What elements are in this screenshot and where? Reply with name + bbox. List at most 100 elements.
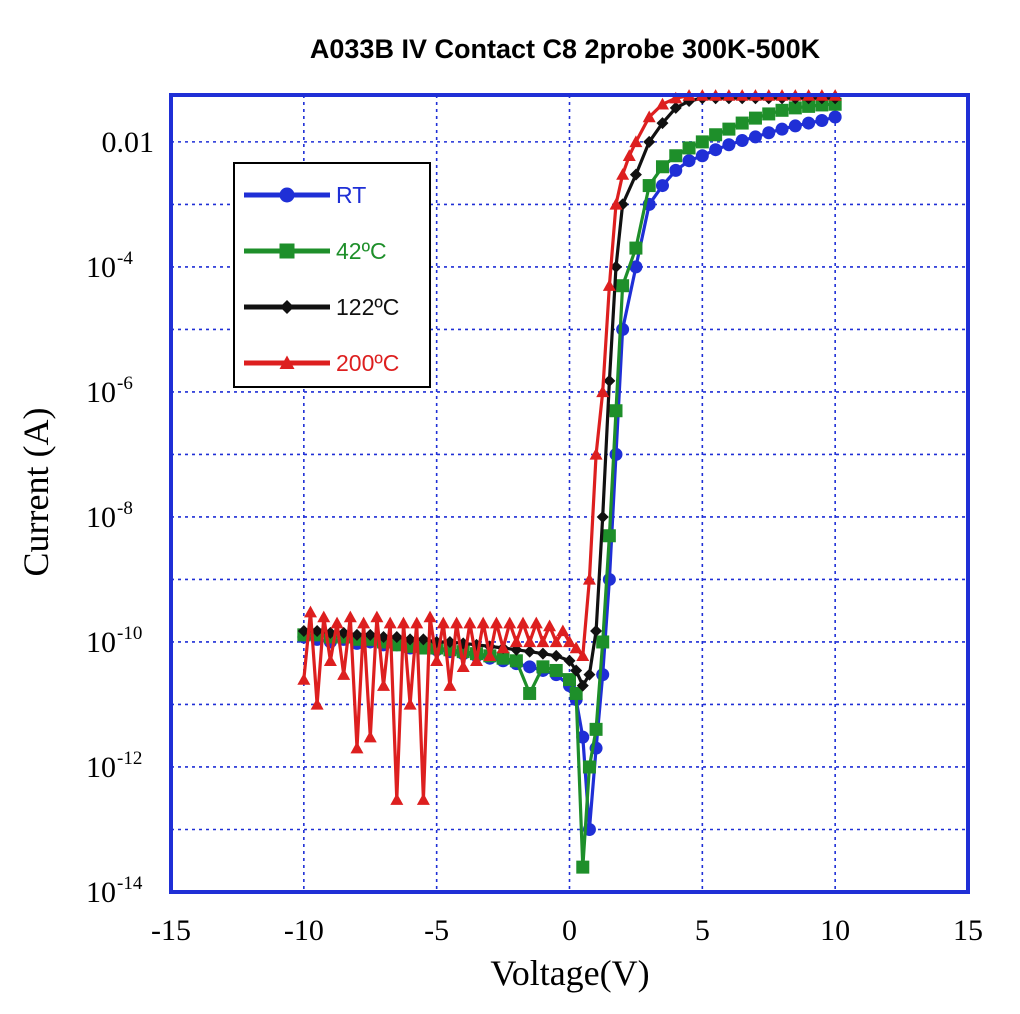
data-point: [483, 649, 497, 662]
data-point: [536, 647, 549, 660]
data-point: [775, 103, 789, 117]
data-point: [642, 179, 656, 193]
data-point: [583, 668, 596, 681]
y-tick-base: 10: [86, 501, 116, 534]
data-point: [383, 616, 397, 629]
data-point: [748, 111, 762, 125]
legend-item: 200ºC: [244, 350, 399, 376]
data-point: [404, 633, 417, 646]
data-point: [550, 649, 563, 662]
data-point: [609, 404, 623, 418]
y-tick-label: 10 -12: [86, 748, 142, 784]
data-point: [828, 97, 842, 111]
y-tick-exponent: -14: [117, 873, 143, 894]
data-point: [589, 722, 603, 736]
data-point: [656, 117, 669, 130]
data-point: [775, 122, 789, 136]
data-point: [596, 668, 610, 682]
data-point: [423, 610, 437, 623]
data-point: [556, 624, 570, 637]
x-axis-label: Voltage(V): [490, 953, 649, 993]
y-tick-exponent: -4: [117, 248, 133, 269]
y-tick-exponent: -12: [117, 748, 142, 769]
x-tick-label: 5: [695, 914, 710, 947]
data-point: [609, 447, 623, 461]
data-point: [669, 91, 683, 104]
data-point: [317, 610, 331, 623]
data-point: [311, 624, 324, 637]
data-point: [463, 616, 477, 629]
data-point: [523, 645, 536, 658]
legend-label: 42ºC: [336, 238, 387, 264]
y-tick-label: 10 -6: [86, 373, 133, 409]
y-tick-exponent: -6: [117, 373, 133, 394]
data-point: [470, 654, 484, 666]
data-point: [496, 651, 510, 665]
data-point: [337, 668, 351, 680]
y-tick-base: 10: [86, 376, 116, 409]
y-tick-label: 10 -10: [86, 623, 142, 659]
data-point: [569, 641, 583, 654]
y-tick-base: 10: [86, 876, 116, 909]
data-point: [576, 649, 590, 662]
data-point: [279, 187, 295, 203]
data-point: [629, 241, 643, 255]
data-point: [602, 529, 616, 543]
data-point: [596, 385, 610, 398]
data-point: [417, 633, 430, 646]
data-point: [682, 154, 696, 168]
data-point: [390, 793, 404, 805]
legend-item: 122ºC: [244, 294, 399, 320]
data-point: [297, 673, 311, 685]
y-tick-label: 0.01: [102, 126, 155, 159]
data-point: [416, 793, 430, 805]
data-point: [509, 654, 523, 668]
x-tick-labels: -15 -10 -5 0 5 10 15: [151, 914, 983, 947]
legend-item: RT: [244, 182, 366, 208]
y-axis-label: Current (A): [16, 408, 56, 577]
data-point: [629, 168, 642, 181]
data-point: [523, 635, 537, 648]
data-point: [735, 116, 749, 130]
y-tick-label: 10 -8: [86, 498, 133, 534]
legend-label: 200ºC: [336, 350, 399, 376]
data-point: [570, 664, 583, 677]
data-point: [722, 138, 736, 152]
data-point: [364, 628, 377, 641]
data-point: [695, 135, 709, 149]
data-point: [536, 660, 550, 674]
y-tick-base: 10: [86, 626, 116, 659]
data-point: [523, 660, 537, 674]
data-point: [602, 279, 616, 291]
data-point: [516, 616, 530, 629]
data-point: [503, 616, 517, 629]
data-point: [616, 322, 630, 336]
data-point: [643, 135, 656, 148]
data-point: [280, 300, 294, 314]
data-point: [622, 149, 636, 161]
y-tick-base: 10: [86, 751, 116, 784]
data-point: [582, 760, 596, 774]
data-point: [748, 130, 762, 144]
data-point: [377, 679, 391, 691]
y-tick-base: 0.01: [102, 126, 155, 159]
data-point: [450, 616, 464, 629]
data-point: [569, 686, 583, 700]
data-point: [603, 374, 616, 387]
data-point: [456, 660, 470, 673]
data-point: [762, 126, 776, 140]
data-point: [815, 98, 829, 112]
legend-box: [233, 162, 431, 388]
data-point: [669, 149, 683, 163]
chart-title: A033B IV Contact C8 2probe 300K-500K: [310, 34, 821, 64]
data-point: [788, 101, 802, 115]
data-point: [549, 663, 563, 677]
x-tick-label: 15: [953, 914, 983, 947]
x-tick-label: -10: [284, 914, 324, 947]
data-point: [596, 510, 609, 523]
data-point: [536, 635, 550, 648]
series-layer: [297, 89, 842, 874]
data-point: [396, 616, 410, 629]
data-point: [563, 635, 576, 648]
